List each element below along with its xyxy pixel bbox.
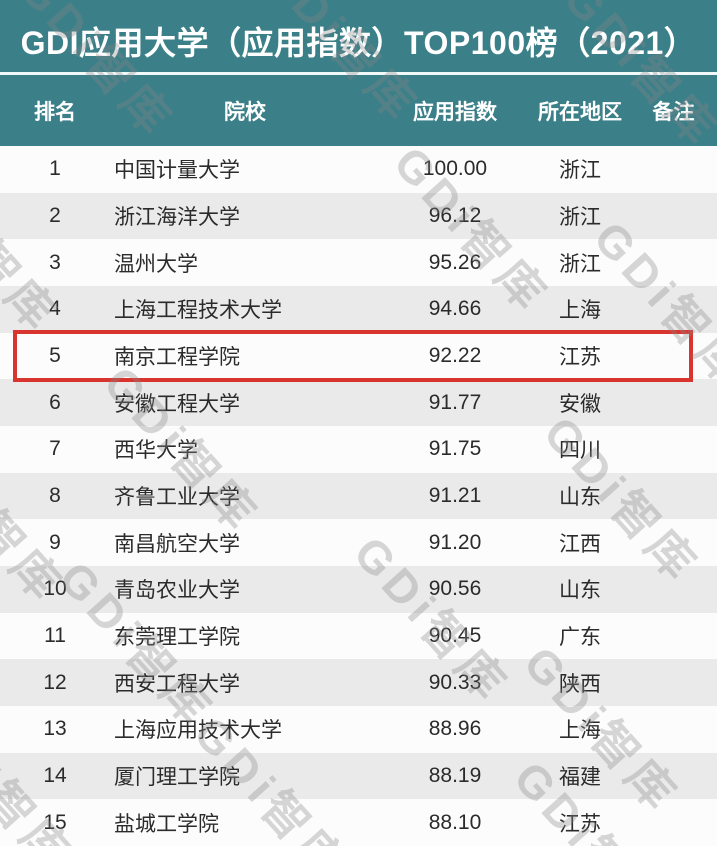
school-cell: 厦门理工学院 [114, 766, 240, 790]
school-cell: 南京工程学院 [114, 346, 240, 370]
school-cell: 盐城工学院 [114, 812, 219, 836]
school-cell: 上海应用技术大学 [114, 719, 282, 743]
region-cell: 江苏 [559, 346, 601, 370]
column-header-score: 应用指数 [413, 100, 497, 124]
rank-cell: 7 [49, 437, 61, 461]
score-cell: 96.12 [428, 204, 482, 227]
school-cell: 西安工程大学 [114, 672, 240, 696]
table-row: 8 齐鲁工业大学 91.21 山东 [0, 472, 717, 520]
rank-cell: 10 [43, 577, 67, 601]
school-cell: 西华大学 [114, 439, 198, 463]
region-cell: 四川 [559, 439, 601, 463]
school-cell: 南昌航空大学 [114, 532, 240, 556]
school-cell: 东莞理工学院 [114, 626, 240, 650]
column-header-rank: 排名 [34, 100, 76, 124]
table-row: 11 东莞理工学院 90.45 广东 [0, 612, 717, 660]
table-row: 7 西华大学 91.75 四川 [0, 426, 717, 473]
region-cell: 福建 [559, 766, 601, 790]
score-cell: 88.96 [428, 717, 482, 741]
table-row: 13 上海应用技术大学 88.96 上海 [0, 706, 717, 753]
table-row: 1 中国计量大学 100.00 浙江 [0, 146, 717, 193]
region-cell: 江苏 [559, 812, 601, 836]
region-cell: 江西 [559, 532, 601, 556]
rank-cell: 4 [49, 297, 61, 321]
region-cell: 上海 [559, 719, 601, 743]
table-row: 14 厦门理工学院 88.19 福建 [0, 752, 717, 800]
score-cell: 91.20 [428, 530, 482, 554]
header-divider [0, 72, 717, 75]
rank-cell: 14 [43, 764, 67, 788]
column-header-note: 备注 [652, 100, 695, 124]
region-cell: 广东 [559, 626, 601, 650]
school-cell: 齐鲁工业大学 [114, 486, 240, 510]
score-cell: 95.26 [428, 250, 482, 274]
score-cell: 91.75 [428, 437, 482, 461]
table-row: 6 安徽工程大学 91.77 安徽 [0, 379, 717, 427]
school-cell: 浙江海洋大学 [114, 206, 240, 229]
score-cell: 88.10 [428, 810, 482, 834]
table-row: 10 青岛农业大学 90.56 山东 [0, 566, 717, 613]
rank-cell: 1 [49, 157, 61, 181]
region-cell: 陕西 [559, 672, 601, 696]
rank-cell: 2 [49, 204, 61, 227]
rank-cell: 9 [49, 530, 61, 554]
region-cell: 安徽 [559, 392, 601, 416]
column-header-school: 院校 [224, 100, 266, 124]
rank-cell: 12 [43, 670, 67, 694]
score-cell: 92.22 [428, 344, 482, 368]
rank-cell: 11 [44, 624, 66, 648]
score-cell: 90.33 [428, 670, 482, 694]
score-cell: 91.77 [428, 390, 482, 414]
header: GDI应用大学（应用指数）TOP100榜（2021） 排名 院校 应用指数 所在… [0, 0, 717, 146]
table-row: 2 浙江海洋大学 96.12 浙江 [0, 192, 717, 240]
rank-cell: 5 [49, 344, 61, 368]
school-cell: 上海工程技术大学 [114, 299, 282, 323]
school-cell: 温州大学 [114, 252, 198, 276]
region-cell: 山东 [559, 579, 601, 603]
rank-cell: 6 [49, 390, 61, 414]
score-cell: 90.45 [428, 624, 482, 648]
rank-cell: 8 [49, 484, 61, 508]
score-cell: 88.19 [428, 764, 482, 788]
region-cell: 浙江 [559, 159, 601, 183]
column-header-row: 排名 院校 应用指数 所在地区 备注 [0, 75, 717, 146]
table-row: 3 温州大学 95.26 浙江 [0, 239, 717, 287]
ranking-table: 1 中国计量大学 100.00 浙江 2 浙江海洋大学 96.12 浙江 3 温州大学 95.26 浙… [0, 146, 717, 846]
rank-cell: 15 [43, 810, 67, 834]
score-cell: 90.56 [428, 577, 482, 601]
rank-cell: 13 [43, 717, 67, 741]
table-row: 9 南昌航空大学 91.20 江西 [0, 519, 717, 567]
table-row: 5 南京工程学院 92.22 江苏 [0, 329, 717, 383]
region-cell: 浙江 [559, 206, 601, 229]
score-cell: 100.00 [422, 157, 488, 181]
table-row: 15 盐城工学院 88.10 江苏 [0, 799, 717, 846]
region-cell: 上海 [559, 299, 601, 323]
page-title: GDI应用大学（应用指数）TOP100榜（2021） [20, 25, 697, 61]
table-row: 4 上海工程技术大学 94.66 上海 [0, 286, 717, 333]
region-cell: 山东 [559, 486, 601, 510]
school-cell: 中国计量大学 [114, 159, 240, 183]
rank-cell: 3 [49, 250, 61, 274]
table-row: 12 西安工程大学 90.33 陕西 [0, 659, 717, 707]
column-header-region: 所在地区 [538, 100, 622, 124]
score-cell: 91.21 [428, 484, 482, 508]
school-cell: 青岛农业大学 [114, 579, 240, 603]
school-cell: 安徽工程大学 [114, 392, 240, 416]
region-cell: 浙江 [559, 252, 601, 276]
score-cell: 94.66 [428, 297, 482, 321]
